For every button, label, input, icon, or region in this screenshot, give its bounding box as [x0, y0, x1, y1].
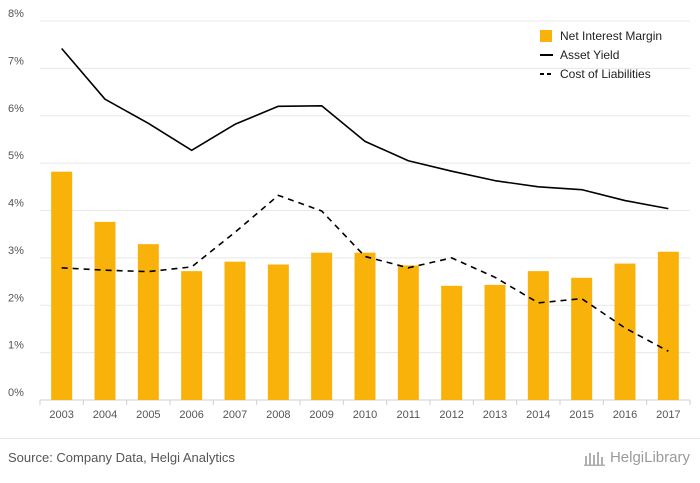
y-tick-label: 6% — [8, 103, 24, 115]
y-tick-label: 7% — [8, 55, 24, 67]
x-tick-label: 2011 — [397, 409, 421, 421]
x-axis-ticks: 2003 2004 2005 2006 2007 2008 2009 2010 2011 2012… — [39, 400, 691, 421]
y-tick-label: 2% — [8, 292, 24, 304]
x-tick-label: 2013 — [483, 409, 507, 421]
x-tick-label: 2007 — [223, 409, 247, 421]
bar — [354, 252, 376, 400]
y-axis-ticks: 0% 1% 2% 3% 4% 5% 6% 7% 8% — [8, 8, 24, 399]
bar — [527, 271, 549, 400]
bar — [484, 284, 506, 400]
x-tick-label: 2016 — [613, 409, 637, 421]
y-tick-label: 3% — [8, 245, 24, 257]
bar — [94, 221, 116, 400]
bar — [397, 265, 419, 400]
x-tick-label: 2005 — [136, 409, 160, 421]
bar — [51, 171, 73, 400]
bar — [571, 277, 593, 400]
x-tick-label: 2012 — [439, 409, 463, 421]
legend-swatch — [540, 30, 552, 42]
x-tick-label: 2017 — [656, 409, 680, 421]
x-tick-label: 2009 — [309, 409, 333, 421]
x-tick-label: 2008 — [266, 409, 290, 421]
source-note: Source: Company Data, Helgi Analytics — [8, 450, 235, 465]
y-tick-label: 0% — [8, 387, 24, 399]
series-line — [61, 194, 669, 352]
legend-label: Net Interest Margin — [560, 29, 662, 43]
y-tick-label: 5% — [8, 150, 24, 162]
legend-label: Cost of Liabilities — [560, 67, 651, 81]
y-tick-label: 8% — [8, 8, 24, 20]
line-series — [61, 47, 669, 352]
x-tick-label: 2006 — [179, 409, 203, 421]
library-icon — [583, 451, 605, 466]
y-tick-label: 1% — [8, 340, 24, 352]
bar — [181, 271, 203, 400]
bar — [311, 252, 333, 400]
footer-divider — [0, 438, 700, 439]
y-tick-label: 4% — [8, 198, 24, 210]
bar — [224, 261, 246, 400]
brand-name: HelgiLibrary — [609, 449, 690, 466]
legend: Net Interest Margin Asset Yield Cost of Li… — [540, 29, 662, 81]
x-tick-label: 2010 — [353, 409, 377, 421]
bar-series — [51, 171, 679, 400]
series-line — [61, 47, 669, 210]
x-tick-label: 2014 — [526, 409, 550, 421]
brand-logo: HelgiLibrary — [583, 449, 690, 466]
bar — [614, 263, 636, 400]
bar — [657, 251, 679, 400]
bar — [441, 285, 463, 400]
bar — [267, 264, 289, 400]
legend-label: Asset Yield — [560, 48, 619, 62]
x-tick-label: 2003 — [49, 409, 73, 421]
x-tick-label: 2015 — [569, 409, 593, 421]
x-tick-label: 2004 — [93, 409, 117, 421]
chart: 0%1%2%3%4%5%6%7%8% 2003 2004 2005 2006 2007 2… — [8, 8, 691, 421]
bar — [137, 244, 159, 400]
